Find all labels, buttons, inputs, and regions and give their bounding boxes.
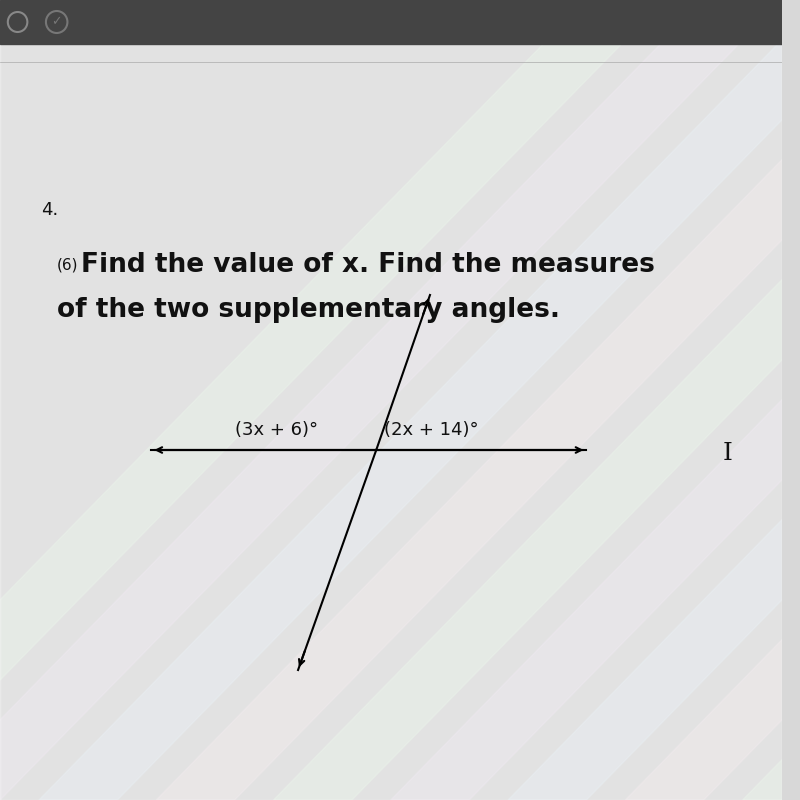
Polygon shape bbox=[0, 0, 782, 800]
Polygon shape bbox=[0, 0, 665, 800]
Polygon shape bbox=[626, 0, 800, 800]
Text: of the two supplementary angles.: of the two supplementary angles. bbox=[57, 297, 560, 323]
Text: (6): (6) bbox=[57, 258, 78, 273]
Text: (3x + 6)°: (3x + 6)° bbox=[234, 421, 318, 439]
Text: I: I bbox=[723, 442, 733, 465]
Bar bbox=[0, 0, 782, 44]
Polygon shape bbox=[156, 0, 800, 800]
Text: ✓: ✓ bbox=[51, 15, 62, 29]
Polygon shape bbox=[391, 0, 800, 800]
Text: Find the value of x. Find the measures: Find the value of x. Find the measures bbox=[81, 252, 655, 278]
Polygon shape bbox=[742, 0, 800, 800]
Text: 4.: 4. bbox=[41, 201, 58, 219]
Polygon shape bbox=[508, 0, 800, 800]
Polygon shape bbox=[39, 0, 800, 800]
Text: (2x + 14)°: (2x + 14)° bbox=[384, 421, 478, 439]
Polygon shape bbox=[274, 0, 800, 800]
